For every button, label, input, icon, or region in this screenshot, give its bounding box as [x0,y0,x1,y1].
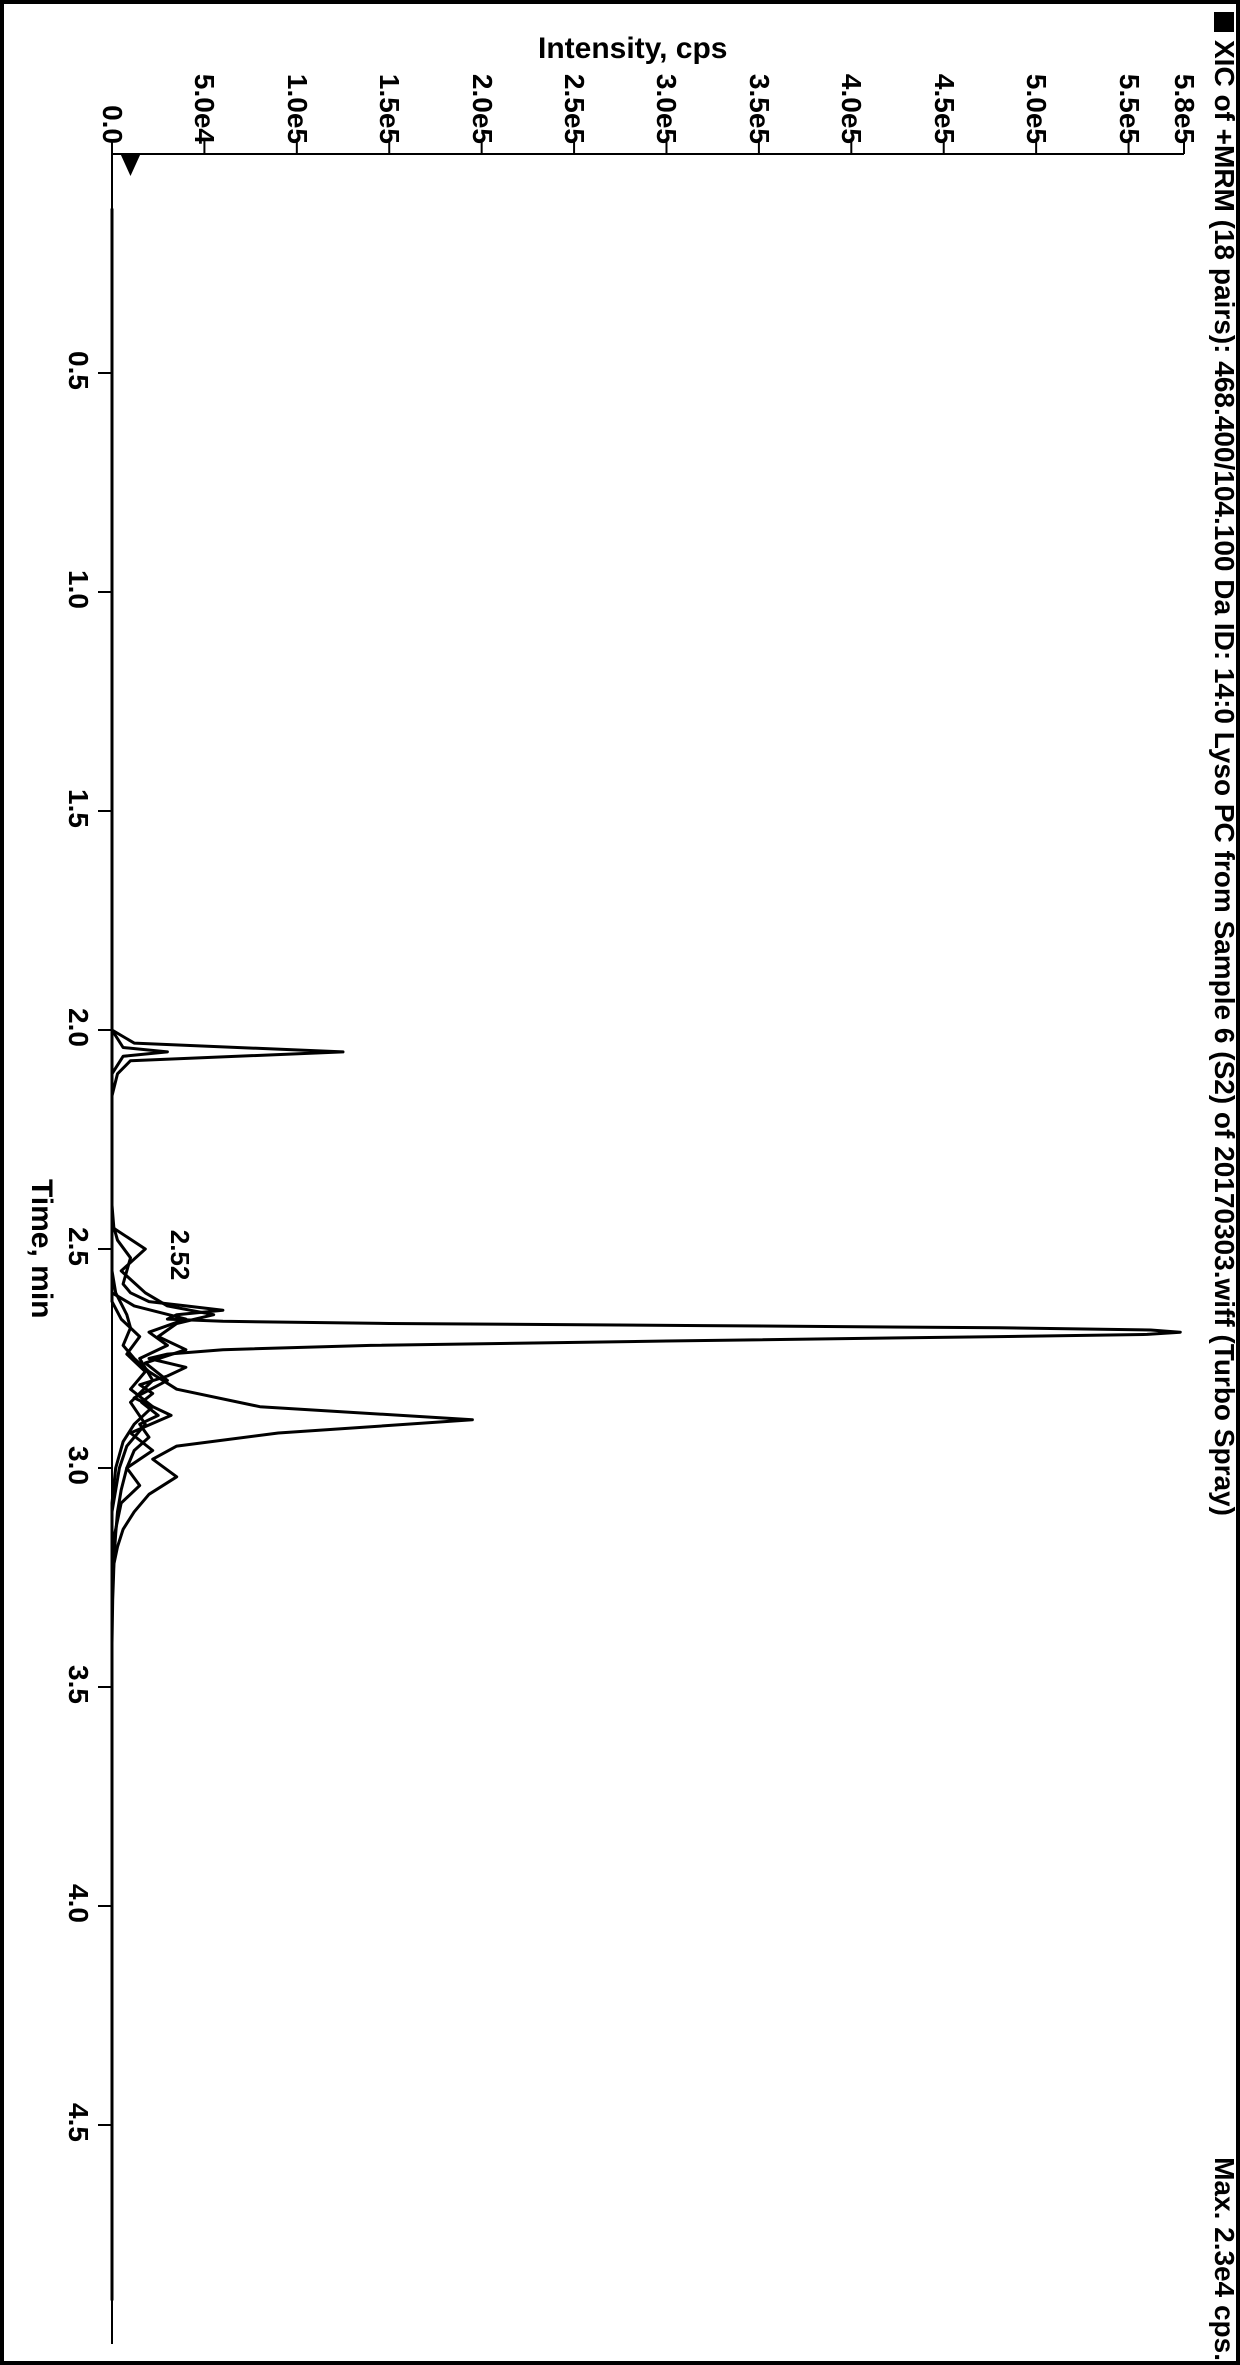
y-axis-arrow-icon [120,154,140,176]
y-tick-label: 4.0e5 [835,74,867,144]
y-tick-label: 3.5e5 [743,74,775,144]
rotated-canvas: XIC of +MRM (18 pairs): 468.400/104.100 … [4,4,1240,2365]
x-tick-label: 4.5 [62,2103,94,2142]
y-tick-label: 5.0e5 [1020,74,1052,144]
x-tick-label: 2.0 [62,1008,94,1047]
y-tick-label: 5.0e4 [188,74,220,144]
y-tick-label: 1.0e5 [281,74,313,144]
y-tick-label: 2.0e5 [466,74,498,144]
trace-main_trace [112,209,1180,2300]
x-tick-label: 0.5 [62,351,94,390]
y-axis-label: Intensity, cps [538,32,728,66]
y-tick-label: 5.8e5 [1168,74,1200,144]
x-axis-label: Time, min [24,1179,58,1318]
x-tick-label: 3.5 [62,1665,94,1704]
x-tick-label: 1.5 [62,789,94,828]
y-tick-zero: 0.0 [96,105,128,144]
chromatogram-plot [12,4,1240,2361]
peak-annotation: 2.52 [164,1230,195,1281]
page-frame: XIC of +MRM (18 pairs): 468.400/104.100 … [0,0,1240,2365]
x-tick-label: 3.0 [62,1446,94,1485]
x-tick-label: 4.0 [62,1884,94,1923]
y-tick-label: 1.5e5 [373,74,405,144]
trace-aux_trace_d [112,209,153,2300]
y-tick-label: 4.5e5 [928,74,960,144]
y-tick-label: 5.5e5 [1113,74,1145,144]
x-tick-label: 2.5 [62,1227,94,1266]
x-tick-label: 1.0 [62,570,94,609]
y-tick-label: 3.0e5 [650,74,682,144]
y-tick-label: 2.5e5 [558,74,590,144]
